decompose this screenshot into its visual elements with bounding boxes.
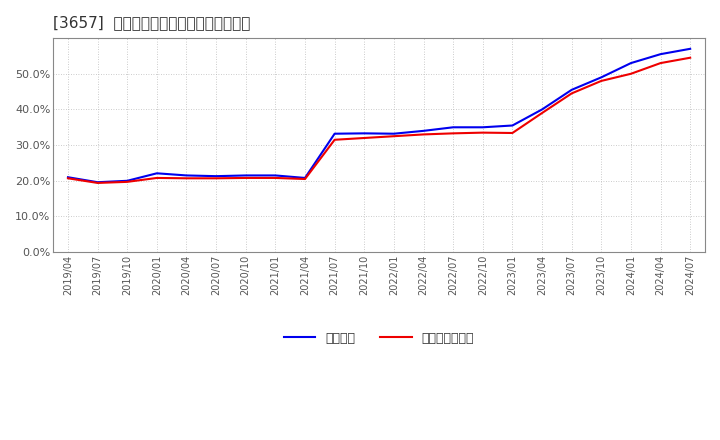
固定比率 bbox=[63, 175, 72, 180]
固定長期適合率 bbox=[271, 175, 279, 180]
固定比率 bbox=[271, 173, 279, 178]
固定比率 bbox=[360, 131, 369, 136]
固定比率 bbox=[686, 46, 695, 51]
固定比率 bbox=[538, 107, 546, 112]
固定長期適合率 bbox=[686, 55, 695, 60]
固定長期適合率 bbox=[508, 130, 517, 136]
固定比率 bbox=[479, 125, 487, 130]
固定比率 bbox=[390, 131, 398, 136]
固定比率 bbox=[330, 131, 339, 136]
固定比率 bbox=[626, 60, 635, 66]
固定比率 bbox=[212, 173, 220, 179]
Legend: 固定比率, 固定長期適合率: 固定比率, 固定長期適合率 bbox=[279, 327, 479, 350]
固定長期適合率 bbox=[241, 175, 250, 180]
固定比率 bbox=[656, 51, 665, 57]
Line: 固定長期適合率: 固定長期適合率 bbox=[68, 58, 690, 183]
固定長期適合率 bbox=[479, 130, 487, 135]
固定比率 bbox=[449, 125, 457, 130]
固定長期適合率 bbox=[301, 176, 310, 182]
固定長期適合率 bbox=[656, 60, 665, 66]
固定長期適合率 bbox=[63, 176, 72, 181]
固定長期適合率 bbox=[212, 176, 220, 181]
固定比率 bbox=[123, 178, 132, 183]
Line: 固定比率: 固定比率 bbox=[68, 49, 690, 182]
固定長期適合率 bbox=[626, 71, 635, 77]
固定長期適合率 bbox=[360, 136, 369, 141]
固定長期適合率 bbox=[597, 78, 606, 84]
固定比率 bbox=[94, 180, 102, 185]
固定比率 bbox=[419, 128, 428, 133]
固定比率 bbox=[241, 173, 250, 178]
固定長期適合率 bbox=[123, 179, 132, 184]
固定長期適合率 bbox=[153, 175, 161, 180]
固定比率 bbox=[153, 171, 161, 176]
固定比率 bbox=[597, 75, 606, 80]
固定長期適合率 bbox=[390, 134, 398, 139]
固定比率 bbox=[567, 87, 576, 92]
固定比率 bbox=[182, 173, 191, 178]
固定長期適合率 bbox=[94, 180, 102, 186]
Text: [3657]  固定比率、固定長期適合率の推移: [3657] 固定比率、固定長期適合率の推移 bbox=[53, 15, 251, 30]
固定長期適合率 bbox=[330, 137, 339, 143]
固定比率 bbox=[301, 175, 310, 180]
固定長期適合率 bbox=[182, 176, 191, 181]
固定長期適合率 bbox=[567, 91, 576, 96]
固定比率 bbox=[508, 123, 517, 128]
固定長期適合率 bbox=[419, 132, 428, 137]
固定長期適合率 bbox=[449, 131, 457, 136]
固定長期適合率 bbox=[538, 110, 546, 116]
